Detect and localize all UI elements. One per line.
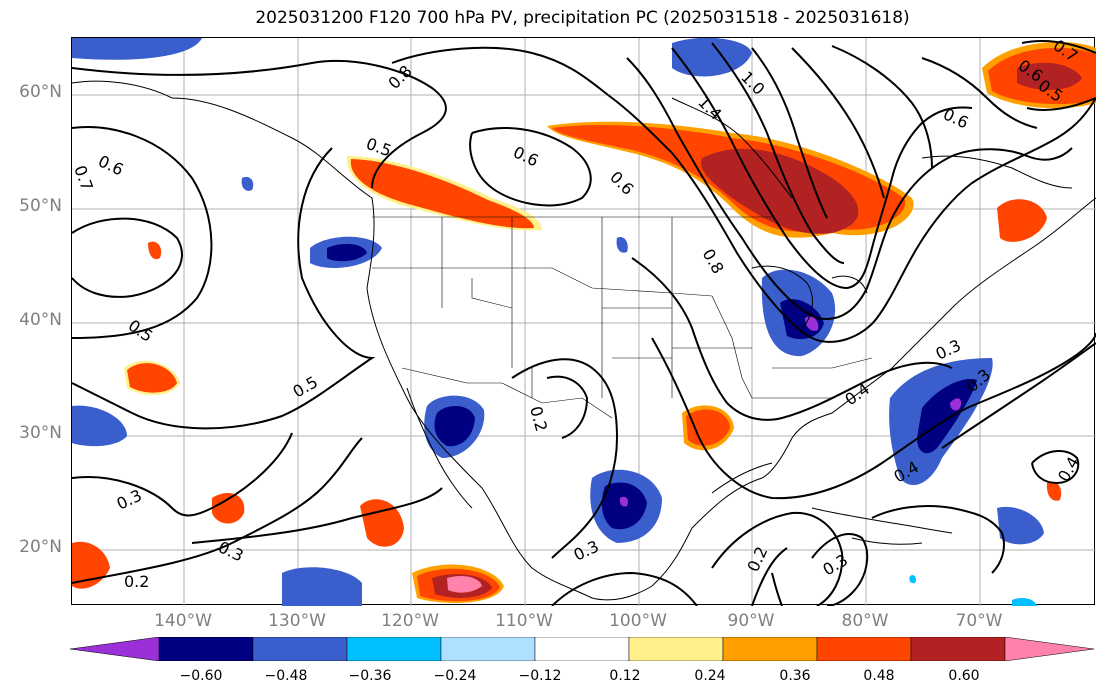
colorbar-tick: 0.36	[779, 668, 811, 684]
lon-label-140w: 140°W	[154, 611, 212, 631]
lon-label-80w: 80°W	[841, 611, 889, 631]
colorbar-tick: −0.48	[264, 668, 308, 684]
colorbar-tick: −0.36	[348, 668, 392, 684]
colorbar-segment	[440, 637, 536, 661]
contour-label: 0.5	[125, 316, 157, 346]
contour-label: 0.4	[1054, 453, 1083, 485]
coastlines	[71, 80, 1097, 601]
contour-label: 0.2	[526, 404, 551, 434]
lon-label-100w: 100°W	[609, 611, 667, 631]
colorbar-segment	[534, 637, 630, 661]
contour-label: 0.6	[95, 151, 126, 179]
colorbar-tick: −0.12	[518, 668, 562, 684]
colorbar-max-arrow	[1004, 637, 1094, 661]
contour-label: 0.3	[571, 537, 602, 565]
map-panel: 0.8 0.5 0.6 0.6 0.7 0.6 0.8 1.0 0.6 0.5 …	[70, 36, 1097, 607]
contour-label: 0.6	[510, 142, 541, 170]
map-svg: 0.8 0.5 0.6 0.6 0.7 0.6 0.8 1.0 0.6 0.5 …	[70, 36, 1097, 607]
lat-label-40n: 40°N	[19, 310, 62, 330]
colorbar-tick: −0.60	[179, 668, 223, 684]
graticule	[72, 38, 1096, 606]
chart-title: 2025031200 F120 700 hPa PV, precipitatio…	[255, 8, 910, 28]
colorbar-tick: 0.48	[863, 668, 895, 684]
colorbar-segment	[722, 637, 818, 661]
contour-label: 0.2	[124, 572, 149, 591]
colorbar-segment	[816, 637, 912, 661]
contour-label: 0.5	[364, 134, 394, 161]
colorbar-min-arrow	[70, 637, 160, 661]
lon-label-130w: 130°W	[268, 611, 326, 631]
contour-label: 0.8	[699, 246, 728, 278]
colorbar-segment	[910, 637, 1006, 661]
contour-label: 0.3	[820, 550, 852, 579]
pv-contours	[71, 40, 1097, 607]
lat-label-20n: 20°N	[19, 537, 62, 557]
precip-negative-shading	[72, 37, 1044, 606]
colorbar-segment	[346, 637, 442, 661]
contour-label: 1.0	[737, 67, 768, 98]
colorbar-tick: −0.24	[433, 668, 477, 684]
lat-label-60n: 60°N	[19, 82, 62, 102]
colorbar	[70, 637, 1094, 661]
contour-label: 0.3	[114, 486, 145, 514]
colorbar-segment	[158, 637, 254, 661]
lon-label-110w: 110°W	[495, 611, 553, 631]
colorbar-tick: 0.60	[948, 668, 980, 684]
lon-label-90w: 90°W	[727, 611, 775, 631]
contour-label: 0.3	[215, 537, 246, 565]
contour-label: 0.3	[933, 336, 964, 364]
contour-label: 0.7	[72, 163, 97, 193]
lat-label-50n: 50°N	[19, 196, 62, 216]
colorbar-tick: 0.24	[694, 668, 726, 684]
lat-label-30n: 30°N	[19, 423, 62, 443]
lon-label-120w: 120°W	[381, 611, 439, 631]
contour-label: 0.6	[606, 167, 637, 198]
lon-label-70w: 70°W	[955, 611, 1003, 631]
colorbar-tick: 0.12	[609, 668, 641, 684]
colorbar-segment	[628, 637, 724, 661]
contour-label: 0.4	[841, 379, 873, 409]
colorbar-segment	[252, 637, 348, 661]
